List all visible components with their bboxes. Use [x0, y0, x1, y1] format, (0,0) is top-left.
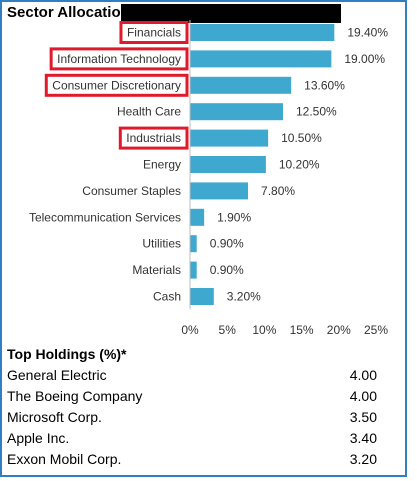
data-label: 12.50%: [296, 105, 337, 119]
holding-row: Microsoft Corp. 3.50: [7, 409, 377, 429]
category-label: Health Care: [117, 105, 181, 119]
category-label: Utilities: [142, 237, 181, 251]
bar: [190, 235, 197, 253]
category-label: Energy: [143, 158, 181, 172]
holding-name: General Electric: [7, 367, 107, 383]
data-label: 7.80%: [261, 184, 295, 198]
bar: [190, 261, 197, 279]
holding-row: General Electric 4.00: [7, 367, 377, 387]
sector-allocation-title: Sector Allocation: [7, 4, 130, 21]
holding-row: Apple Inc. 3.40: [7, 430, 377, 450]
holding-value: 3.20: [349, 451, 377, 467]
holding-row: Exxon Mobil Corp. 3.20: [7, 451, 377, 471]
data-label: 19.00%: [344, 52, 385, 66]
category-label: Telecommunication Services: [29, 210, 181, 224]
sector-allocation-chart: Financials 19.40% Information Technology 19…: [29, 20, 388, 337]
category-label: Industrials: [126, 131, 181, 145]
data-label: 3.20%: [227, 290, 261, 304]
top-holdings-title: Top Holdings (%)*: [7, 346, 127, 362]
x-tick-label: 20%: [327, 323, 351, 337]
category-label: Consumer Staples: [82, 184, 181, 198]
holding-value: 3.50: [349, 409, 377, 425]
category-label: Financials: [127, 26, 181, 40]
data-label: 0.90%: [210, 237, 244, 251]
highlight-box: [119, 21, 189, 44]
holding-name: Apple Inc.: [7, 430, 70, 446]
data-label: 10.50%: [281, 131, 322, 145]
bar: [190, 50, 332, 68]
bar: [190, 288, 214, 305]
bar: [190, 182, 249, 200]
x-tick-label: 0%: [181, 323, 199, 337]
bar: [190, 24, 335, 41]
category-label: Cash: [153, 290, 181, 304]
holding-value: 4.00: [349, 388, 377, 404]
frame: [0, 0, 407, 477]
data-label: 0.90%: [210, 263, 244, 277]
x-tick-label: 10%: [252, 323, 276, 337]
holding-name: The Boeing Company: [7, 388, 143, 404]
category-label: Materials: [132, 263, 181, 277]
bar: [190, 129, 269, 147]
data-label: 19.40%: [347, 26, 388, 40]
highlight-box: [118, 126, 189, 150]
redacted-block: [121, 4, 341, 23]
category-label: Information Technology: [57, 52, 181, 66]
holding-value: 3.40: [349, 430, 377, 446]
holding-value: 4.00: [349, 367, 377, 383]
bar: [190, 156, 266, 173]
holding-row: The Boeing Company 4.00: [7, 388, 377, 408]
highlight-box: [44, 73, 189, 97]
holding-name: Microsoft Corp.: [7, 409, 102, 425]
x-tick-label: 15%: [290, 323, 314, 337]
holding-name: Exxon Mobil Corp.: [7, 451, 122, 467]
data-label: 1.90%: [217, 210, 251, 224]
category-label: Consumer Discretionary: [52, 78, 181, 92]
highlight-box: [49, 47, 189, 71]
bar: [190, 103, 283, 121]
bar: [190, 208, 205, 226]
data-label: 13.60%: [304, 78, 345, 92]
x-tick-label: 5%: [219, 323, 237, 337]
bar: [190, 76, 292, 94]
data-label: 10.20%: [279, 158, 320, 172]
x-tick-label: 25%: [364, 323, 388, 337]
